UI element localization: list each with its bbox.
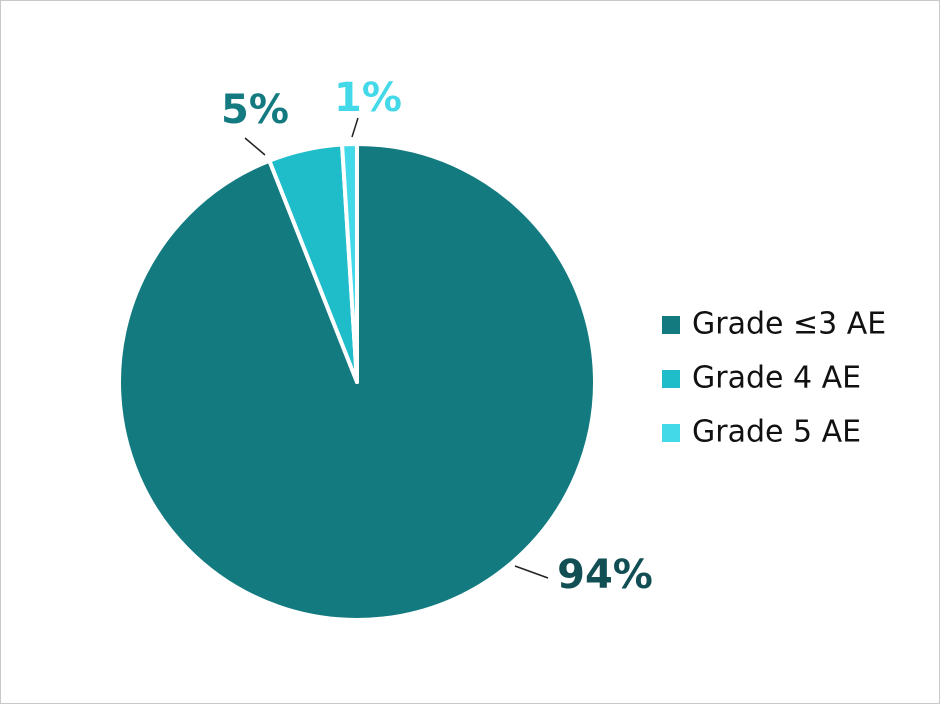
leader-line [514, 565, 549, 579]
data-label: 5% [221, 87, 289, 133]
legend-label: Grade ≤3 AE [692, 307, 886, 342]
pie-slice [340, 142, 359, 384]
legend-swatch [662, 370, 680, 388]
leader-line [244, 137, 266, 156]
pie-slice [117, 142, 597, 622]
leader-line [351, 117, 359, 138]
legend-swatch [662, 316, 680, 334]
data-label: 1% [334, 75, 402, 121]
legend-label: Grade 4 AE [692, 361, 861, 396]
legend-label: Grade 5 AE [692, 415, 861, 450]
legend-swatch [662, 424, 680, 442]
data-label: 94% [557, 552, 653, 598]
